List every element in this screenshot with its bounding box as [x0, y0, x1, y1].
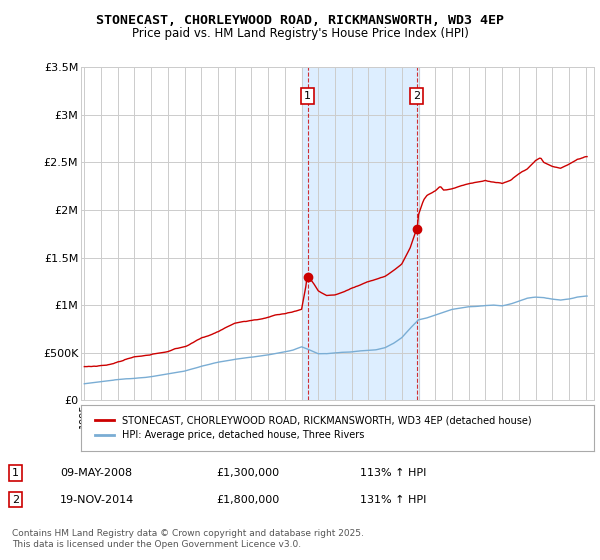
Text: £1,800,000: £1,800,000: [216, 494, 279, 505]
Legend: STONECAST, CHORLEYWOOD ROAD, RICKMANSWORTH, WD3 4EP (detached house), HPI: Avera: STONECAST, CHORLEYWOOD ROAD, RICKMANSWOR…: [91, 412, 536, 444]
Text: 113% ↑ HPI: 113% ↑ HPI: [360, 468, 427, 478]
Text: £1,300,000: £1,300,000: [216, 468, 279, 478]
Text: 2: 2: [413, 91, 420, 101]
Text: STONECAST, CHORLEYWOOD ROAD, RICKMANSWORTH, WD3 4EP: STONECAST, CHORLEYWOOD ROAD, RICKMANSWOR…: [96, 14, 504, 27]
Text: 131% ↑ HPI: 131% ↑ HPI: [360, 494, 427, 505]
Text: 2: 2: [12, 494, 19, 505]
Text: Price paid vs. HM Land Registry's House Price Index (HPI): Price paid vs. HM Land Registry's House …: [131, 27, 469, 40]
Text: 1: 1: [304, 91, 311, 101]
Bar: [302, 67, 419, 400]
Text: Contains HM Land Registry data © Crown copyright and database right 2025.
This d: Contains HM Land Registry data © Crown c…: [12, 529, 364, 549]
Text: 09-MAY-2008: 09-MAY-2008: [60, 468, 132, 478]
Text: 1: 1: [12, 468, 19, 478]
Text: 19-NOV-2014: 19-NOV-2014: [60, 494, 134, 505]
